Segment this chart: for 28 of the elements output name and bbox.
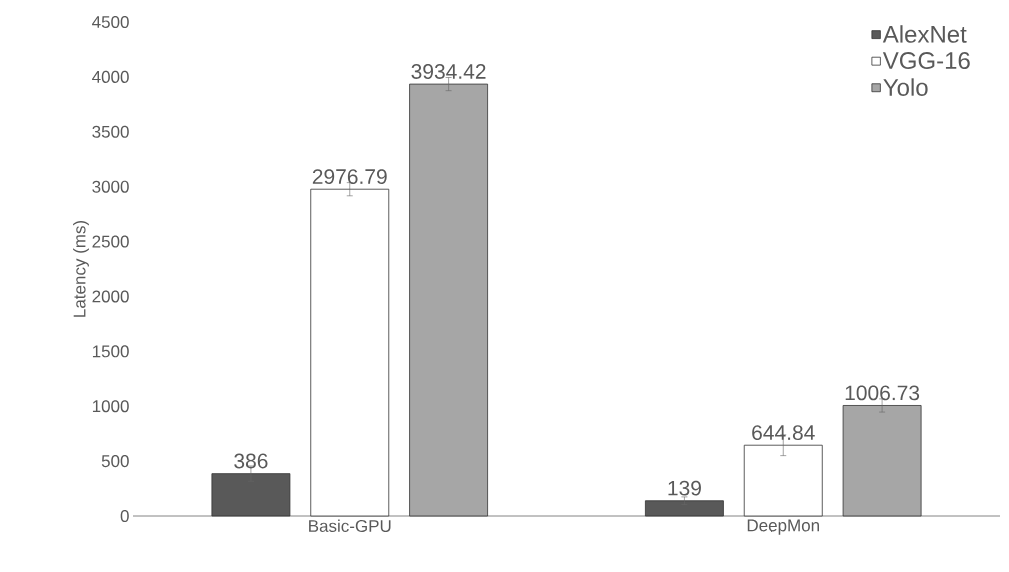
y-tick-label: 3000 xyxy=(92,180,129,193)
legend-label: VGG-16 xyxy=(882,52,970,70)
data-label: 644.84 xyxy=(752,425,815,441)
y-tick-label: 3500 xyxy=(92,125,129,138)
data-label: 3934.42 xyxy=(411,64,486,79)
y-tick-label: 4000 xyxy=(92,70,129,83)
y-tick-label: 1000 xyxy=(92,400,129,413)
data-label: 2976.79 xyxy=(312,169,387,185)
legend-label: AlexNet xyxy=(882,25,967,43)
bar xyxy=(842,405,922,517)
y-tick-label: 500 xyxy=(101,455,129,468)
x-tick-label: Basic-GPU xyxy=(309,519,391,533)
y-tick-label: 2000 xyxy=(92,290,129,303)
data-label: 386 xyxy=(234,453,268,469)
y-tick-label: 1500 xyxy=(92,345,129,358)
data-label: 1006.73 xyxy=(845,385,920,401)
bar xyxy=(211,473,291,517)
bar xyxy=(645,500,724,517)
y-tick-label: 2500 xyxy=(92,235,129,248)
y-axis-title: Latency (ms) xyxy=(73,220,89,317)
x-tick-label: DeepMon xyxy=(747,519,819,535)
bar xyxy=(743,444,823,517)
bar xyxy=(409,83,489,517)
y-tick-label: 4500 xyxy=(92,15,129,29)
legend-label: Yolo xyxy=(883,78,928,96)
data-label: 139 xyxy=(668,480,701,496)
y-tick-label: 0 xyxy=(120,509,129,523)
bar xyxy=(310,188,390,517)
